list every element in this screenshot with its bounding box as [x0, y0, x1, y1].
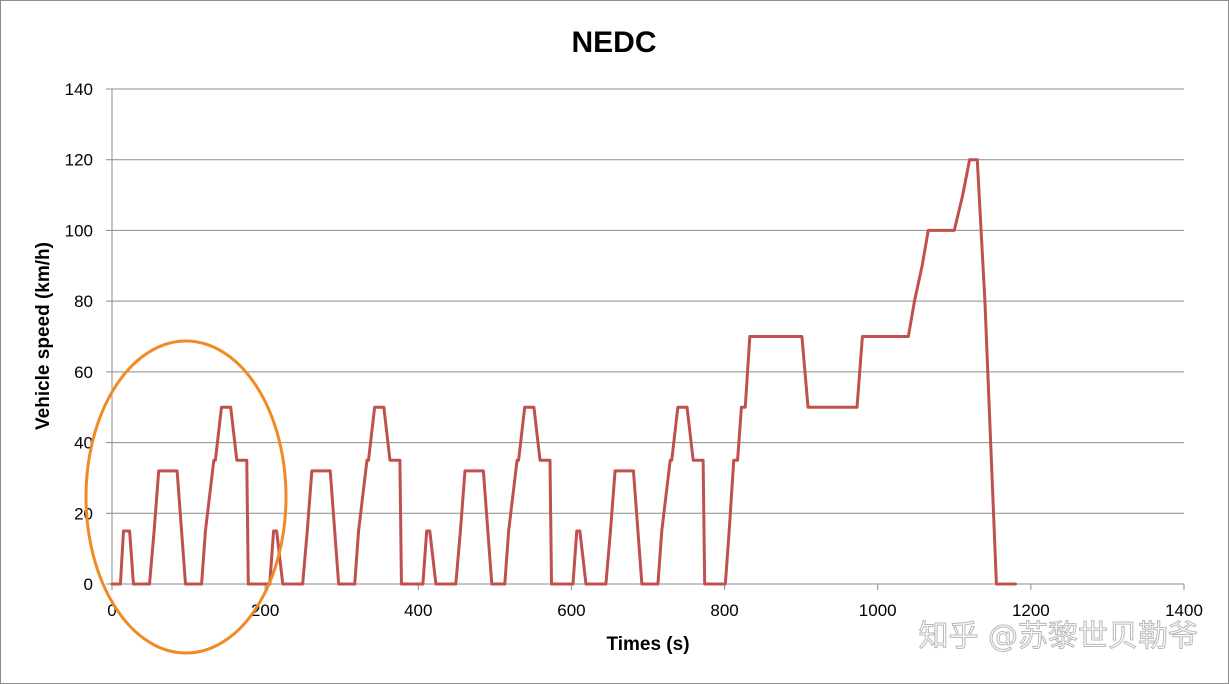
x-tick-label-1000: 1000 — [859, 601, 897, 620]
x-tick-label-600: 600 — [557, 601, 585, 620]
y-tick-label-140: 140 — [65, 80, 93, 99]
y-tick-label-60: 60 — [74, 363, 93, 382]
chart-title: NEDC — [571, 26, 656, 59]
highlight-ellipse — [84, 339, 288, 655]
axes — [106, 88, 1185, 590]
series-layer — [110, 158, 1018, 586]
x-tick-label-0: 0 — [107, 601, 116, 620]
x-tick-label-400: 400 — [404, 601, 432, 620]
y-tick-label-100: 100 — [65, 221, 93, 240]
x-tick-label-800: 800 — [710, 601, 738, 620]
x-tick-label-1400: 1400 — [1165, 601, 1203, 620]
y-tick-label-0: 0 — [84, 575, 93, 594]
speed-series-line-0 — [110, 158, 1018, 586]
y-tick-label-20: 20 — [74, 504, 93, 523]
y-tick-label-40: 40 — [74, 434, 93, 453]
gridlines — [112, 88, 1184, 514]
y-tick-label-80: 80 — [74, 292, 93, 311]
x-tick-label-1200: 1200 — [1012, 601, 1050, 620]
x-axis-label: Times (s) — [606, 634, 689, 655]
y-axis-label: Vehicle speed (km/h) — [33, 242, 54, 430]
y-tick-label-120: 120 — [65, 151, 93, 170]
watermark-text: 知乎 @苏黎世贝勒爷 — [918, 619, 1198, 654]
